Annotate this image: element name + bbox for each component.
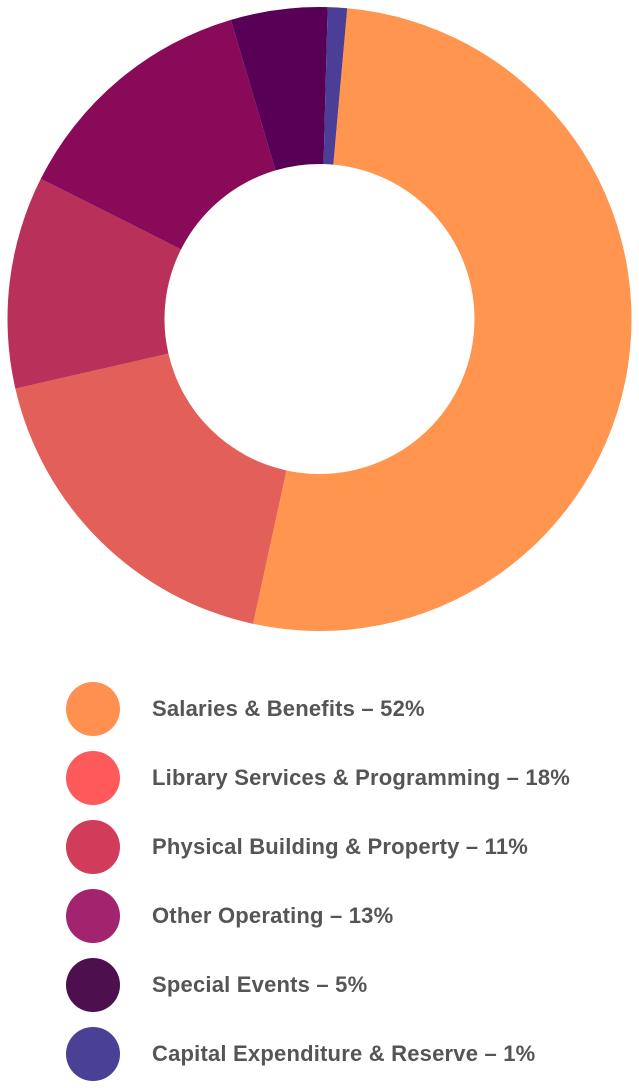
- donut-slice-0: [253, 8, 632, 631]
- legend-swatch: [66, 888, 120, 943]
- legend-label: Other Operating – 13%: [152, 902, 394, 928]
- legend-item: Physical Building & Property – 11%: [66, 812, 570, 881]
- legend-label: Special Events – 5%: [152, 971, 368, 997]
- donut-chart: [7, 7, 632, 631]
- donut-slice-1: [15, 353, 287, 624]
- donut-slice-3: [40, 19, 276, 250]
- legend-swatch: [66, 819, 120, 874]
- legend-swatch: [66, 681, 120, 736]
- legend-label: Library Services & Programming – 18%: [152, 764, 571, 790]
- legend-label: Physical Building & Property – 11%: [152, 833, 529, 859]
- legend-swatch: [66, 1026, 120, 1081]
- legend-item: Other Operating – 13%: [66, 881, 570, 950]
- legend-label: Salaries & Benefits – 52%: [152, 695, 425, 721]
- donut-slice-5: [323, 7, 348, 165]
- donut-slice-4: [230, 7, 328, 171]
- legend-swatch: [66, 750, 120, 805]
- legend-swatch: [66, 957, 120, 1012]
- legend-item: Library Services & Programming – 18%: [66, 743, 570, 812]
- legend-label: Capital Expenditure & Reserve – 1%: [152, 1040, 536, 1066]
- legend-item: Salaries & Benefits – 52%: [66, 674, 570, 743]
- legend-item: Special Events – 5%: [66, 950, 570, 1019]
- donut-slice-2: [7, 178, 182, 389]
- legend-item: Capital Expenditure & Reserve – 1%: [66, 1019, 570, 1088]
- chart-legend: Salaries & Benefits – 52% Library Service…: [66, 674, 570, 1088]
